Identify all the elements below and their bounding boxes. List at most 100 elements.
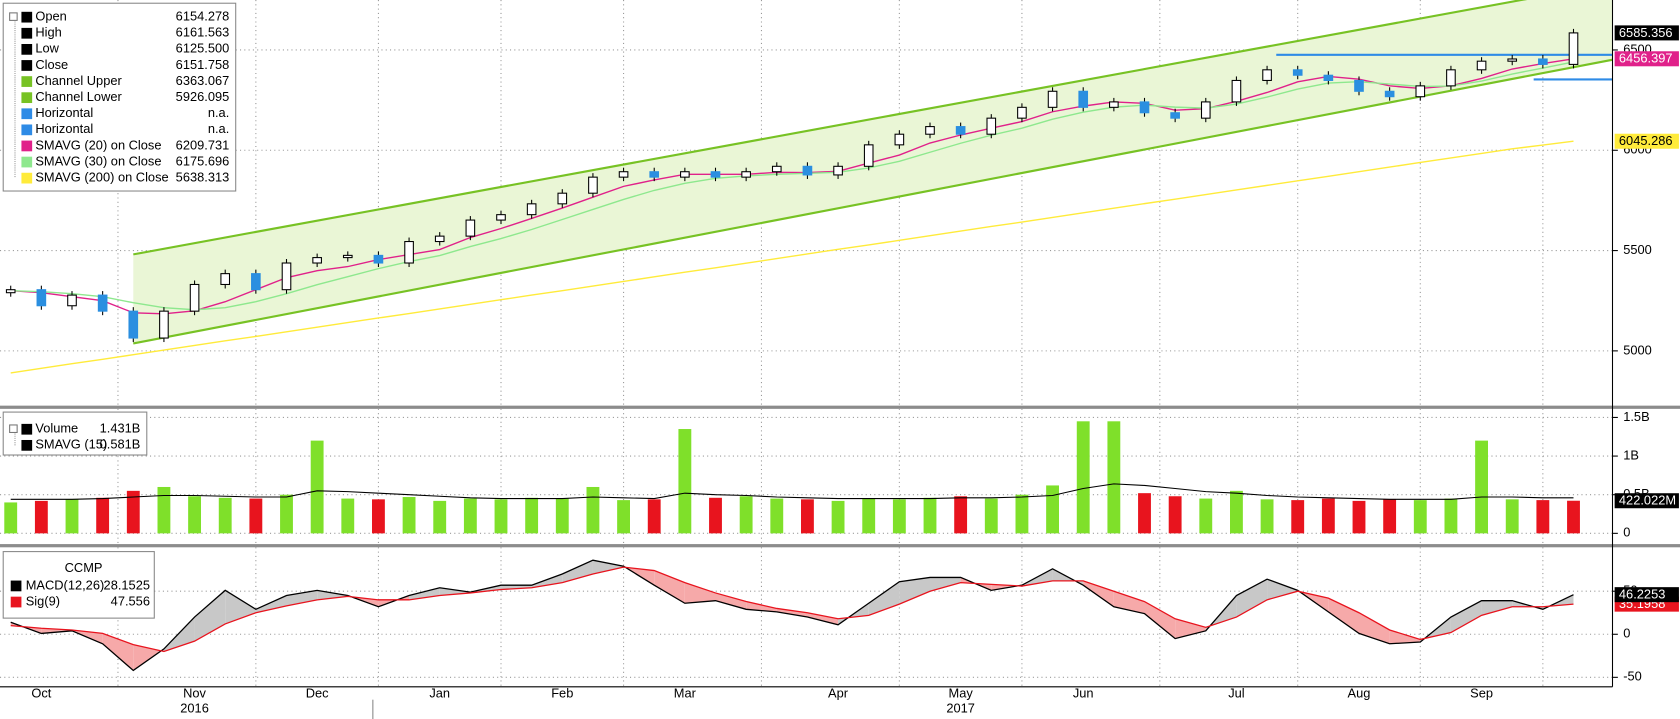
candle-body [894,133,905,146]
volume-bar [1168,496,1182,534]
candle-body [1384,90,1395,98]
volume-bar [1046,485,1059,534]
legend-swatch [21,11,33,23]
volume-bar [218,497,232,534]
macd-fill [899,577,930,605]
candle-body [159,310,169,339]
candle-body [1415,85,1426,98]
legend-swatch [21,172,33,184]
candle-body [1568,32,1579,65]
candle-body [1139,101,1150,114]
series-line [10,566,1574,653]
macd-fill [102,633,134,671]
x-tick-label: Feb [551,686,573,701]
end-label: 46.2253 [1619,587,1665,602]
volume-bar [249,498,263,534]
volume-bar [1076,421,1090,534]
macd-fill [562,560,593,583]
macd-fill [1175,618,1206,639]
candle-body [833,165,843,176]
legend-value: 6154.278 [176,9,230,24]
candle-body [1476,60,1487,71]
x-tick-label: Mar [674,686,697,701]
volume-bar [923,497,937,534]
legend-value: 1.431B [100,421,141,436]
candle-body [771,165,782,173]
legend-label: Channel Upper [35,73,122,88]
candle-body [1017,106,1027,119]
legend-value: 6151.758 [176,57,230,72]
volume-bar [647,499,661,534]
legend-value: 6125.500 [176,41,230,56]
legend-swatch [10,580,22,592]
candle-body [67,294,77,307]
series-line [10,140,1574,374]
volume-bar [1321,498,1335,534]
legend-swatch [21,76,33,87]
volume-bar [1230,490,1243,534]
macd-fill [409,587,440,600]
candle-body [189,283,200,312]
volume-bar [433,500,447,534]
legend-swatch [21,108,33,120]
year-label: 2016 [180,701,209,716]
candle-body [925,126,935,135]
candle-body [496,214,506,221]
legend-box [2,551,155,619]
legend-label: SMAVG (15) [35,437,107,452]
x-tick-label: Jul [1228,686,1244,701]
macd-plot [0,547,1613,687]
legend-label: Low [35,41,59,56]
y-tick-label: 5500 [1623,242,1652,257]
volume-bar [463,498,477,534]
legend-label: Horizontal [35,121,93,136]
candle-body [342,254,353,259]
volume-bar [1015,494,1029,534]
legend-label: High [35,25,61,40]
candle-body [97,294,108,312]
macd-fill [776,608,808,618]
legend-swatch [21,43,33,55]
candle-body [251,273,261,291]
candle-body [1446,69,1456,87]
candle-body [588,176,598,194]
volume-bar [984,498,998,534]
volume-bar [1567,500,1580,534]
x-tick-label: Nov [183,686,206,701]
end-label: 422.022M [1619,493,1676,508]
legend-label: SMAVG (30) on Close [35,153,161,168]
series-line [133,58,1613,345]
candle-body [955,126,966,135]
end-label-box [1614,493,1679,509]
legend-value: 6161.563 [176,25,230,40]
macd-fill [715,592,747,610]
legend-title: CCMP [65,560,103,575]
volume-bar [280,494,293,534]
price-plot [0,0,1613,406]
y-tick-label: 5000 [1623,342,1652,357]
candle-body [1170,112,1180,119]
macd-fill [41,628,72,634]
macd-fill [255,595,287,613]
candle-body [1047,90,1058,108]
end-label-box [1614,587,1679,603]
end-label: 6585.356 [1619,25,1673,40]
candle-body [1538,58,1548,65]
volume-bar [402,497,416,534]
end-label-box [1614,51,1679,67]
legend-value: 5638.313 [176,170,230,185]
macd-fill [1328,598,1359,634]
volume-bar [372,499,385,534]
legend-swatch [21,439,33,451]
volume-bar [709,497,722,534]
volume-bar [34,500,48,534]
macd-fill [746,601,777,612]
legend-swatch [21,140,33,152]
volume-bar [739,496,753,534]
end-label: 6045.286 [1619,133,1673,148]
candle-body [1292,69,1303,76]
x-tick-label: Jun [1073,686,1094,701]
macd-fill [1236,579,1268,618]
panel-separator [0,544,1680,548]
